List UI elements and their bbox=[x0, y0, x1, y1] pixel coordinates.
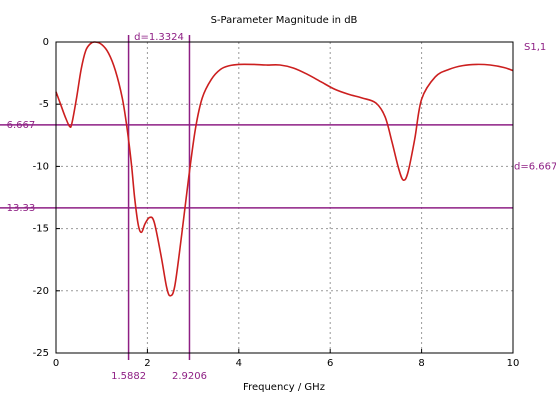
marker-labels: -6.667 -13.33 1.5882 2.9206 d=1.3324 d=6.667 bbox=[3, 32, 556, 382]
vertical-marker-label: 2.9206 bbox=[172, 371, 207, 382]
x-tick-labels: 0 2 4 6 8 10 bbox=[53, 358, 520, 369]
y-tick-label: 0 bbox=[43, 37, 49, 48]
series-line-s11 bbox=[55, 41, 514, 297]
y-tick-label: -15 bbox=[33, 224, 49, 235]
horizontal-marker-label: -6.667 bbox=[3, 120, 35, 131]
horizontal-marker-label: -13.33 bbox=[3, 203, 35, 214]
curve-layer bbox=[55, 41, 514, 297]
delta-y-label: d=6.667 bbox=[514, 161, 556, 172]
series-legend-label: S1,1 bbox=[524, 42, 546, 53]
y-tick-label: -25 bbox=[33, 348, 49, 359]
chart-title: S-Parameter Magnitude in dB bbox=[211, 15, 358, 26]
y-tick-label: -20 bbox=[33, 286, 49, 297]
delta-x-label: d=1.3324 bbox=[134, 32, 184, 43]
y-tick-label: -10 bbox=[33, 161, 49, 172]
marker-lines bbox=[0, 35, 513, 360]
plot-border bbox=[55, 41, 514, 354]
plot-frame bbox=[55, 41, 514, 354]
x-tick-label: 4 bbox=[236, 358, 242, 369]
x-tick-label: 0 bbox=[53, 358, 59, 369]
x-tick-label: 6 bbox=[327, 358, 333, 369]
x-tick-label: 2 bbox=[144, 358, 150, 369]
x-axis-label: Frequency / GHz bbox=[243, 382, 325, 393]
x-tick-label: 10 bbox=[507, 358, 520, 369]
vertical-marker-label: 1.5882 bbox=[111, 371, 146, 382]
y-tick-labels: 0 -5 -10 -15 -20 -25 bbox=[33, 37, 49, 359]
y-tick-label: -5 bbox=[39, 99, 49, 110]
x-tick-label: 8 bbox=[418, 358, 424, 369]
